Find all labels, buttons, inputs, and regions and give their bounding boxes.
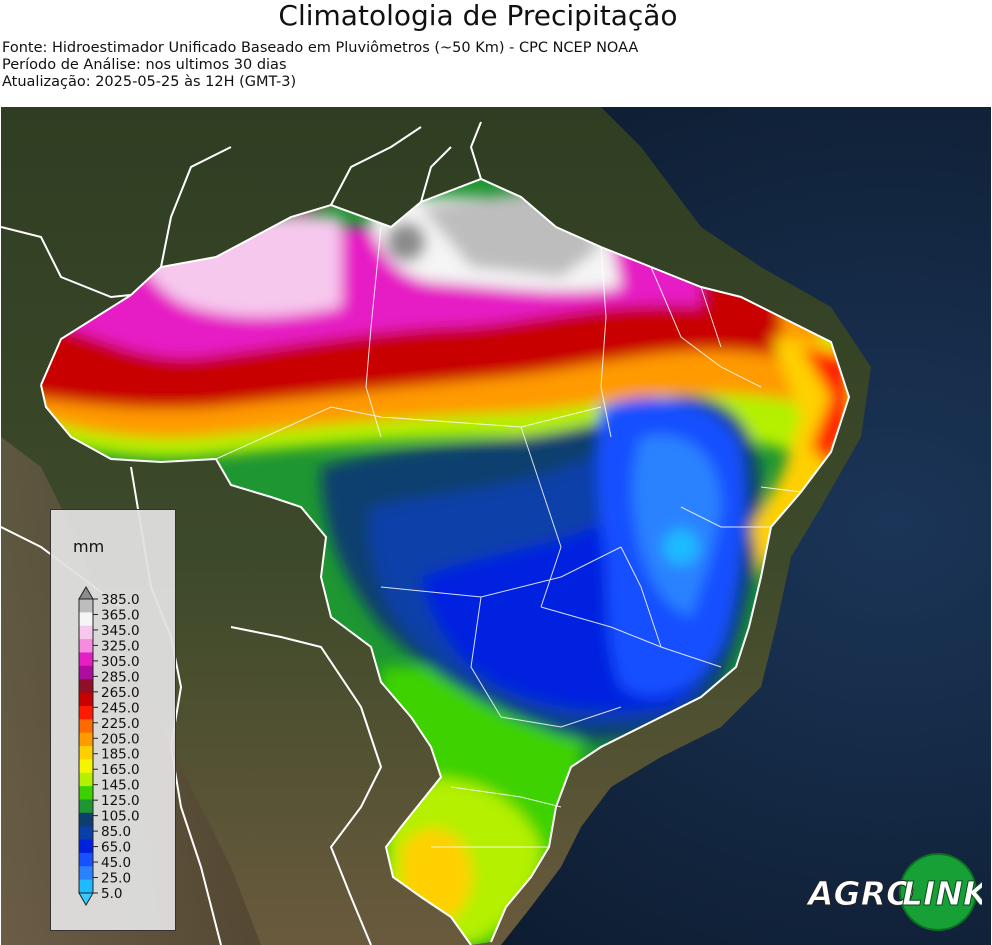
colorbar-swatch — [79, 719, 93, 734]
colorbar-tick-label: 45.0 — [101, 855, 131, 871]
colorbar-swatch — [79, 732, 93, 747]
colorbar-swatch — [79, 772, 93, 787]
colorbar-tick-label: 85.0 — [101, 824, 131, 840]
colorbar-swatch — [79, 879, 93, 894]
colorbar-tick-label: 265.0 — [101, 685, 140, 701]
colorbar-swatch — [79, 639, 93, 653]
update-line: Atualização: 2025-05-25 às 12H (GMT-3) — [2, 74, 297, 90]
colorbar-swatch — [79, 612, 93, 627]
precipitation-field — [41, 179, 849, 945]
colorbar-under-arrow — [78, 892, 94, 906]
legend-panel: mm 385.0 365.0 345.0 325.0 305.0 285.0 265.0 24… — [50, 509, 176, 931]
colorbar-swatch — [79, 705, 93, 720]
colorbar-swatch — [79, 665, 93, 680]
colorbar-tick-label: 25.0 — [101, 871, 131, 887]
colorbar-tick-label: 5.0 — [101, 886, 122, 902]
state-borders — [215, 226, 802, 848]
colorbar-swatch — [79, 852, 93, 867]
colorbar-swatch — [79, 625, 93, 640]
logo-text-link: LINK — [902, 874, 982, 913]
legend-unit: mm — [73, 537, 105, 556]
colorbar-tick-label: 245.0 — [101, 700, 140, 716]
source-line: Fonte: Hidroestimador Unificado Baseado … — [2, 40, 639, 56]
colorbar-swatch — [79, 866, 93, 881]
colorbar-tick-label: 385.0 — [101, 592, 140, 608]
period-line: Período de Análise: nos ultimos 30 dias — [2, 57, 287, 73]
colorbar-tick-label: 105.0 — [101, 809, 140, 825]
agrolink-logo: AGRO LINK — [806, 853, 982, 931]
colorbar-swatch — [79, 812, 93, 827]
colorbar-tick-label: 165.0 — [101, 762, 140, 778]
colorbar-tick-label: 305.0 — [101, 654, 140, 670]
logo-circle — [899, 853, 977, 931]
colorbar-swatch — [79, 692, 93, 707]
colorbar-swatch — [79, 839, 93, 854]
colorbar-swatch — [79, 679, 93, 694]
colorbar-swatch — [79, 652, 93, 667]
colorbar-tick-label: 145.0 — [101, 778, 140, 794]
colorbar-frame — [78, 598, 94, 894]
colorbar-tick-label: 345.0 — [101, 623, 140, 639]
colorbar-swatch — [79, 826, 93, 841]
colorbar-tick-label: 325.0 — [101, 638, 140, 654]
colorbar: 385.0365.0345.0325.0305.0285.0265.0245.0… — [78, 586, 140, 906]
colorbar-tick-label: 65.0 — [101, 840, 131, 856]
map-title: Climatologia de Precipitação — [278, 0, 678, 32]
colorbar-swatch — [79, 799, 93, 814]
colorbar-tick-label: 225.0 — [101, 716, 140, 732]
colorbar-tick-label: 125.0 — [101, 793, 140, 809]
colorbar-tick-label: 205.0 — [101, 731, 140, 747]
logo-text-agro: AGRO — [806, 874, 914, 913]
colorbar-tick-label: 185.0 — [101, 747, 140, 763]
colorbar-over-arrow — [78, 586, 94, 600]
colorbar-swatch — [79, 746, 93, 760]
colorbar-tick-label: 365.0 — [101, 607, 140, 623]
colorbar-swatch — [79, 759, 93, 774]
colorbar-swatch — [79, 599, 93, 613]
colorbar-swatch — [79, 786, 93, 800]
colorbar-tick-label: 285.0 — [101, 669, 140, 685]
